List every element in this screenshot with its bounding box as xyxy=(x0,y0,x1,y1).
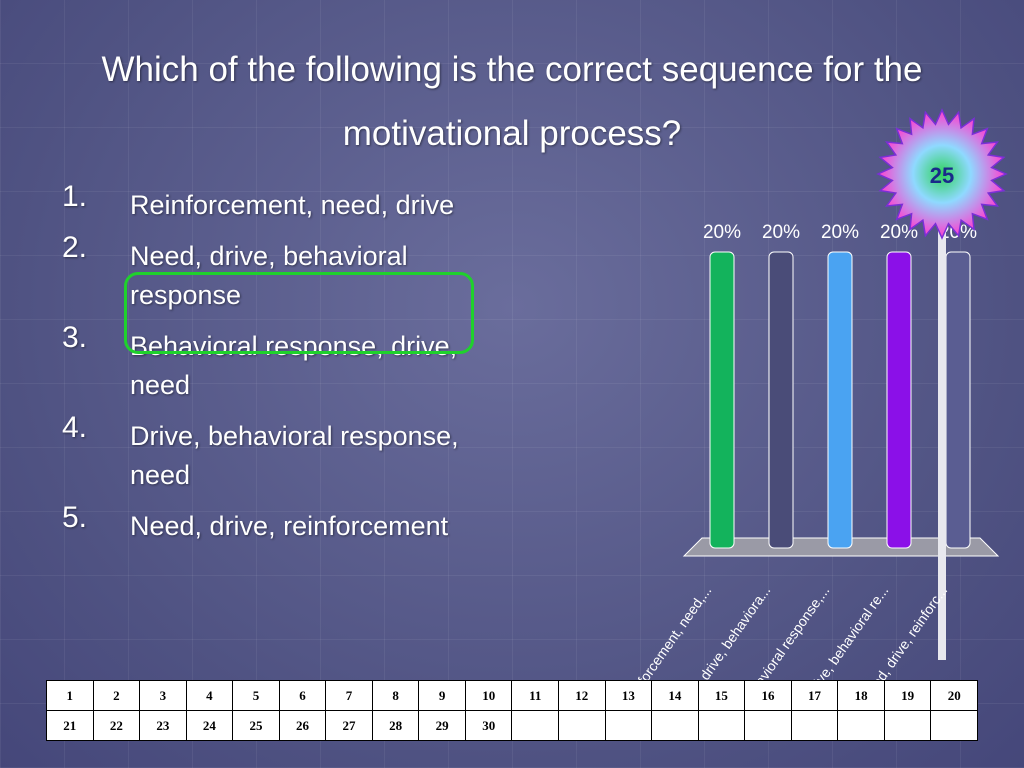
answer-text: Drive, behavioral response, need xyxy=(130,421,459,490)
keypad-row: 1 2 3 4 5 6 7 8 9 10 11 12 13 14 15 16 17 18 19 20 xyxy=(46,680,978,711)
keypad-cell: 27 xyxy=(325,710,373,741)
keypad-cell: 15 xyxy=(697,680,746,711)
answer-text: Need, drive, reinforcement xyxy=(130,511,449,541)
keypad-cell: 30 xyxy=(464,710,513,741)
keypad-cell: 10 xyxy=(464,680,513,711)
keypad-cell: 28 xyxy=(371,710,420,741)
answer-option-2[interactable]: 2. Need, drive, behavioral response xyxy=(62,231,502,315)
chart-bar xyxy=(709,251,735,549)
answer-number: 3. xyxy=(62,321,88,354)
answer-option-5[interactable]: 5. Need, drive, reinforcement xyxy=(62,501,502,546)
keypad-cell: 9 xyxy=(418,680,466,711)
keypad-cell: 18 xyxy=(837,680,885,711)
keypad-cell xyxy=(790,710,839,741)
answer-number: 2. xyxy=(62,231,88,264)
keypad-cell xyxy=(511,710,560,741)
keypad-cell: 20 xyxy=(930,680,978,711)
keypad-row: 21 22 23 24 25 26 27 28 29 30 xyxy=(46,710,978,741)
keypad-cell: 25 xyxy=(232,710,280,741)
keypad-cell: 1 xyxy=(46,680,94,711)
keypad-cell: 5 xyxy=(232,680,280,711)
keypad-cell: 2 xyxy=(92,680,141,711)
chart-bar xyxy=(768,251,794,549)
answer-text: Need, drive, behavioral response xyxy=(130,241,408,310)
keypad-cell: 3 xyxy=(139,680,187,711)
answer-number: 4. xyxy=(62,411,88,444)
keypad-cell: 14 xyxy=(651,680,699,711)
answer-option-4[interactable]: 4. Drive, behavioral response, need xyxy=(62,411,502,495)
correct-answer-highlight xyxy=(124,272,474,354)
keypad-cell: 21 xyxy=(46,710,94,741)
keypad-cell: 12 xyxy=(558,680,606,711)
keypad-cell xyxy=(883,710,932,741)
countdown-timer: 25 xyxy=(876,108,1008,240)
answer-option-3[interactable]: 3. Behavioral response, drive, need xyxy=(62,321,502,405)
keypad-cell xyxy=(837,710,885,741)
bar-value-label: 20% xyxy=(880,222,918,243)
chart-bar xyxy=(945,251,971,549)
keypad-cell: 23 xyxy=(139,710,187,741)
keypad-cell: 11 xyxy=(511,680,560,711)
keypad-cell: 26 xyxy=(278,710,327,741)
chart-bar xyxy=(886,251,912,549)
keypad-cell xyxy=(744,710,792,741)
keypad-table: 1 2 3 4 5 6 7 8 9 10 11 12 13 14 15 16 17 18 19 20 21 22 23 24 2… xyxy=(46,680,978,741)
keypad-cell: 16 xyxy=(744,680,792,711)
keypad-cell: 6 xyxy=(278,680,327,711)
keypad-cell: 19 xyxy=(883,680,932,711)
answer-number: 5. xyxy=(62,501,88,534)
keypad-cell: 4 xyxy=(185,680,234,711)
keypad-cell xyxy=(604,710,653,741)
answer-list: 1. Reinforcement, need, drive 2. Need, d… xyxy=(62,180,502,558)
answer-text: Reinforcement, need, drive xyxy=(130,190,455,220)
keypad-cell: 22 xyxy=(92,710,141,741)
keypad-cell xyxy=(930,710,978,741)
keypad-cell: 24 xyxy=(185,710,234,741)
slide-title: Which of the following is the correct se… xyxy=(101,50,923,153)
keypad-cell: 17 xyxy=(790,680,839,711)
answer-number: 1. xyxy=(62,180,88,213)
bar-value-label: 20% xyxy=(762,222,800,243)
keypad-cell xyxy=(651,710,699,741)
keypad-cell: 29 xyxy=(418,710,466,741)
starburst-icon xyxy=(876,108,1008,240)
countdown-value: 25 xyxy=(930,163,954,188)
keypad-cell: 8 xyxy=(371,680,420,711)
answer-option-1[interactable]: 1. Reinforcement, need, drive xyxy=(62,180,502,225)
timer-bar xyxy=(938,215,946,660)
answer-text: Behavioral response, drive, need xyxy=(130,331,458,400)
keypad-cell xyxy=(697,710,746,741)
keypad-cell: 7 xyxy=(325,680,373,711)
keypad-cell: 13 xyxy=(604,680,653,711)
bar-value-label: 20% xyxy=(821,222,859,243)
keypad-cell xyxy=(558,710,606,741)
chart-bar xyxy=(827,251,853,549)
bar-value-label: 20% xyxy=(703,222,741,243)
